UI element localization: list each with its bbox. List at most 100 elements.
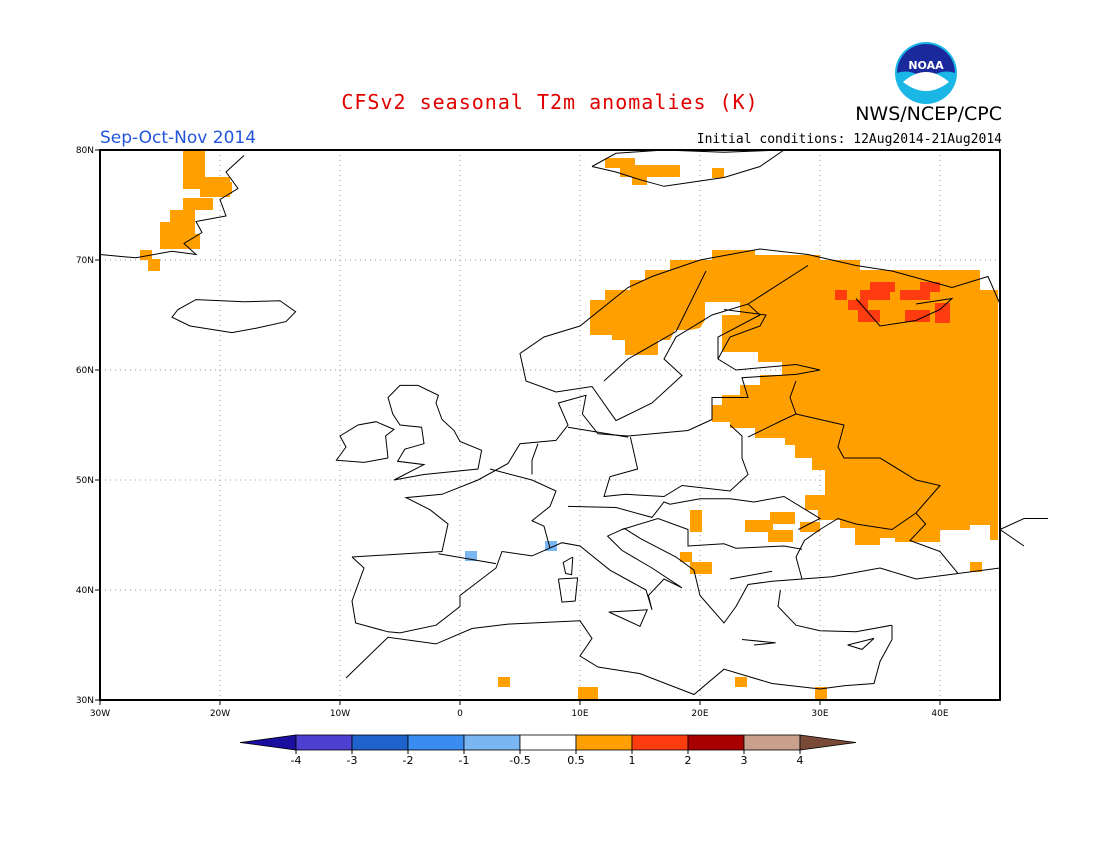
anomaly-cell xyxy=(870,282,895,292)
anomaly-cell xyxy=(200,177,230,197)
lon-tick-label: 10E xyxy=(571,709,588,719)
anomaly-cell xyxy=(620,165,680,177)
coastline xyxy=(801,567,959,580)
colorbar-box xyxy=(687,734,745,751)
coastline xyxy=(855,297,954,327)
anomaly-cell xyxy=(970,562,982,572)
coastline xyxy=(741,639,776,646)
anomaly-cell xyxy=(160,234,200,249)
colorbar-label: 2 xyxy=(685,754,692,767)
coastline xyxy=(335,421,395,463)
coastline xyxy=(562,556,574,576)
lat-tick-label: 30N xyxy=(76,696,94,706)
coastline xyxy=(351,248,1001,558)
coastline xyxy=(531,443,539,475)
anomaly-cell xyxy=(900,290,930,300)
lon-tick-label: 20E xyxy=(691,709,708,719)
lat-tick-label: 80N xyxy=(76,146,94,156)
lat-tick-label: 70N xyxy=(76,256,94,266)
coastline xyxy=(171,299,297,334)
colorbar-label: -3 xyxy=(347,754,358,767)
graticule xyxy=(100,150,1000,700)
colorbar-box xyxy=(295,734,353,751)
lon-tick-label: 30W xyxy=(90,709,110,719)
coastline xyxy=(998,518,1048,547)
colorbar-box xyxy=(575,734,633,751)
anomaly-cell xyxy=(220,182,232,194)
colorbar-box xyxy=(519,734,577,751)
anomaly-cell xyxy=(148,259,160,271)
coastline xyxy=(717,309,767,360)
anomaly-cell xyxy=(935,303,950,323)
anomaly-cell xyxy=(690,510,702,532)
anomaly-cell xyxy=(578,687,598,699)
coastline xyxy=(729,495,822,530)
agency-label: NWS/NCEP/CPC xyxy=(855,103,1002,125)
coastline xyxy=(591,149,786,187)
coastline xyxy=(557,577,579,603)
coastline xyxy=(489,468,557,549)
anomaly-cell xyxy=(745,520,773,532)
colorbar-box xyxy=(631,734,689,751)
coastline xyxy=(603,270,707,382)
anomaly-cell xyxy=(860,290,890,300)
coastline xyxy=(438,553,497,565)
coastline xyxy=(747,265,809,305)
colorbar-label: 3 xyxy=(741,754,748,767)
coastline xyxy=(567,498,730,518)
season-label: Sep-Oct-Nov 2014 xyxy=(100,128,257,148)
anomaly-cell xyxy=(160,222,195,234)
anomaly-cell xyxy=(815,687,827,699)
coastline xyxy=(603,424,749,498)
lon-tick-label: 30E xyxy=(811,709,828,719)
colorbar-arrow-high xyxy=(799,734,857,751)
coastline xyxy=(621,517,803,550)
noaa-logo: NOAA xyxy=(895,42,957,104)
anomaly-cell xyxy=(183,150,205,177)
coastline xyxy=(795,413,941,514)
lat-tick-label: 60N xyxy=(76,366,94,376)
anomaly-cell xyxy=(465,551,477,561)
anomaly-cell xyxy=(680,552,692,562)
axis-ticks: 30W 20W 10W 0 10E 20E 30E 40E 30N 40N 50N 60N 70N 80N xyxy=(76,146,949,719)
coastline xyxy=(345,620,893,696)
colorbar-box xyxy=(463,734,521,751)
colorbar: -4 -3 -2 -1 -0.5 0.5 1 2 3 4 xyxy=(239,734,857,767)
colorbar-label: 1 xyxy=(629,754,636,767)
anomaly-cell xyxy=(905,310,930,322)
initial-conditions-label: Initial conditions: 12Aug2014-21Aug2014 xyxy=(696,132,1002,147)
anomaly-cell xyxy=(170,210,195,222)
coastlines xyxy=(99,149,1048,696)
anomaly-cell xyxy=(770,512,795,524)
lat-tick-label: 50N xyxy=(76,476,94,486)
anomaly-cell xyxy=(605,158,635,168)
lon-tick-label: 20W xyxy=(210,709,230,719)
coastline xyxy=(99,155,245,259)
anomaly-cell xyxy=(920,282,940,292)
anomaly-cell xyxy=(800,522,820,532)
coastline xyxy=(729,570,773,580)
coastline xyxy=(351,512,1001,634)
anomaly-cell xyxy=(712,168,724,178)
anomaly-cell xyxy=(848,300,868,310)
colorbar-label: -1 xyxy=(459,754,470,767)
anomaly-cell xyxy=(632,175,647,185)
lon-tick-label: 0 xyxy=(457,709,463,719)
colorbar-label: 4 xyxy=(797,754,804,767)
colorbar-label: -0.5 xyxy=(509,754,530,767)
colorbar-box xyxy=(743,734,801,751)
anomaly-cell xyxy=(690,562,712,574)
anomaly-cell xyxy=(858,310,880,322)
coastline xyxy=(747,380,797,438)
colorbar-box xyxy=(351,734,409,751)
coastline xyxy=(847,637,875,650)
anomaly-cell xyxy=(183,198,213,210)
lon-tick-label: 10W xyxy=(330,709,350,719)
anomaly-cells xyxy=(140,150,998,699)
lat-tick-label: 40N xyxy=(76,586,94,596)
coastline xyxy=(387,384,483,481)
colorbar-box xyxy=(407,734,465,751)
coastline xyxy=(608,609,648,627)
anomaly-cell xyxy=(183,177,205,189)
anomaly-cell xyxy=(835,290,847,300)
